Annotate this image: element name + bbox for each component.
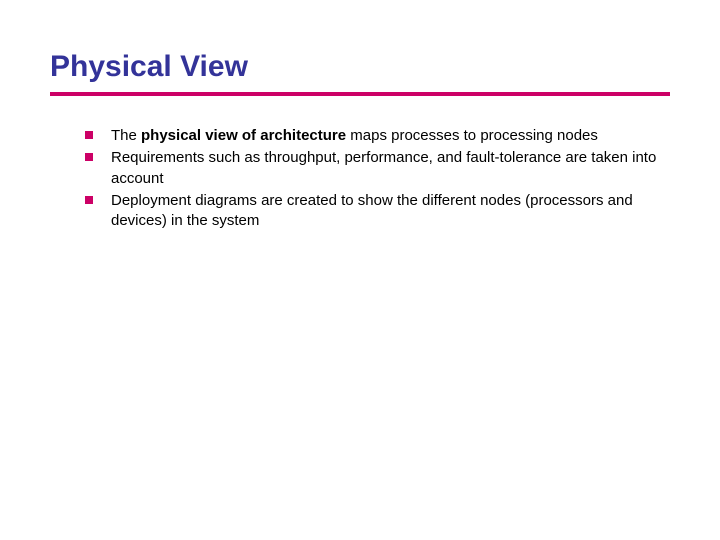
slide-title: Physical View xyxy=(50,50,670,84)
bullet-text-suffix: maps processes to processing nodes xyxy=(346,127,598,144)
list-item: The physical view of architecture maps p… xyxy=(85,126,670,146)
list-item: Deployment diagrams are created to show … xyxy=(85,191,670,232)
bullet-marker-icon xyxy=(85,196,93,204)
list-item: Requirements such as throughput, perform… xyxy=(85,148,670,189)
bullet-marker-icon xyxy=(85,131,93,139)
bullet-list: The physical view of architecture maps p… xyxy=(50,126,670,231)
bullet-text-suffix: Requirements such as throughput, perform… xyxy=(111,149,656,186)
bullet-text-bold: physical view of architecture xyxy=(141,127,346,144)
bullet-text-prefix: The xyxy=(111,127,141,144)
title-underline xyxy=(50,92,670,96)
bullet-text-suffix: Deployment diagrams are created to show … xyxy=(111,192,633,229)
bullet-marker-icon xyxy=(85,153,93,161)
